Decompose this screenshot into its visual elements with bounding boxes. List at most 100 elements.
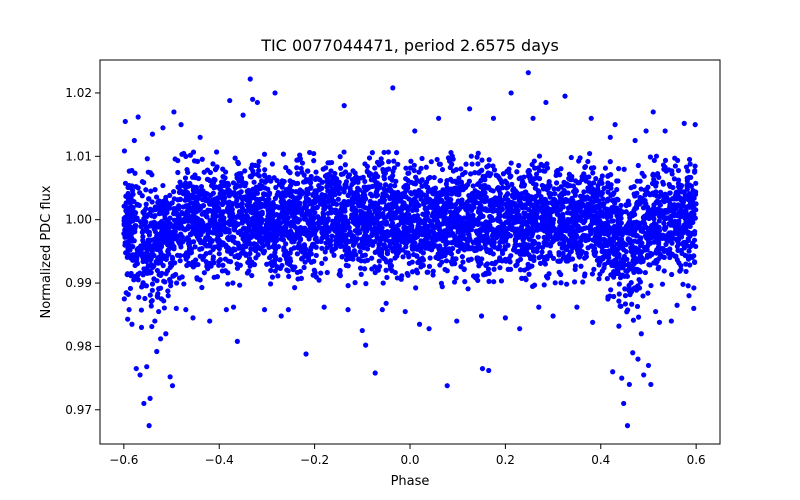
data-point <box>675 237 682 243</box>
data-point <box>187 152 194 158</box>
data-point <box>168 283 174 289</box>
data-point <box>392 255 398 261</box>
data-point <box>582 164 588 170</box>
data-point <box>385 149 391 155</box>
data-point <box>674 243 680 250</box>
data-point <box>683 261 689 267</box>
data-point <box>266 220 272 226</box>
data-point <box>152 228 158 235</box>
data-point <box>204 191 211 197</box>
data-point <box>507 259 513 265</box>
data-point <box>684 229 691 235</box>
data-point <box>331 207 337 213</box>
data-point <box>474 154 480 160</box>
data-point <box>295 276 301 282</box>
data-point <box>196 237 203 243</box>
data-point <box>500 185 506 191</box>
data-point <box>197 253 203 259</box>
data-point <box>607 159 613 165</box>
data-point <box>466 231 472 237</box>
data-point <box>559 196 565 202</box>
data-point <box>319 260 325 266</box>
data-point <box>347 255 353 262</box>
data-point <box>399 233 405 239</box>
data-point <box>155 224 161 230</box>
data-point <box>581 255 588 261</box>
data-point <box>434 156 440 163</box>
data-point <box>571 188 577 195</box>
data-point <box>675 167 682 174</box>
data-point <box>359 239 365 245</box>
data-point <box>622 301 629 307</box>
data-point <box>451 279 458 285</box>
data-point <box>569 195 575 201</box>
data-point <box>583 178 589 184</box>
data-point <box>142 295 148 302</box>
data-point <box>311 221 317 227</box>
data-point <box>207 242 213 249</box>
data-point <box>151 244 158 250</box>
data-point <box>655 266 661 272</box>
data-point <box>610 205 617 211</box>
data-point <box>479 167 485 173</box>
data-point <box>637 237 643 243</box>
data-point <box>645 290 651 296</box>
data-point <box>527 254 534 260</box>
data-point <box>356 256 362 263</box>
data-point <box>372 238 378 245</box>
data-point <box>354 236 361 242</box>
data-point <box>463 161 469 167</box>
data-point <box>462 279 468 285</box>
data-point <box>129 235 135 241</box>
data-point <box>127 253 134 259</box>
data-point <box>474 194 481 200</box>
data-point <box>251 204 257 210</box>
data-point <box>381 174 387 180</box>
data-point <box>611 197 617 203</box>
data-point <box>637 195 643 201</box>
data-point <box>362 252 368 258</box>
data-point <box>593 236 599 242</box>
data-point <box>357 175 363 181</box>
data-point <box>525 201 531 207</box>
data-point <box>177 179 183 185</box>
data-point <box>414 207 420 213</box>
data-point <box>597 208 603 215</box>
data-point <box>149 248 155 254</box>
data-point <box>450 221 456 227</box>
data-point <box>673 190 679 196</box>
data-point <box>214 274 221 280</box>
data-point <box>634 303 641 310</box>
data-point <box>568 154 574 161</box>
data-point <box>362 258 368 264</box>
data-point <box>677 228 683 235</box>
data-point <box>524 227 530 233</box>
data-point <box>398 276 404 282</box>
data-point <box>199 246 205 252</box>
data-point <box>225 182 232 188</box>
data-point <box>622 293 629 299</box>
data-point <box>218 242 224 248</box>
data-point <box>641 244 648 251</box>
data-point <box>669 220 675 226</box>
data-point <box>353 174 359 180</box>
data-point <box>335 187 341 193</box>
data-point <box>376 162 382 168</box>
data-point <box>262 179 268 185</box>
data-point <box>443 233 449 240</box>
data-point <box>299 160 306 166</box>
data-point <box>687 204 693 210</box>
data-point <box>325 210 331 217</box>
data-point <box>530 202 536 208</box>
data-point <box>626 287 632 294</box>
data-point <box>535 244 541 250</box>
data-point <box>182 197 188 203</box>
data-point <box>311 150 317 157</box>
data-point <box>237 228 244 234</box>
data-point <box>308 246 314 253</box>
data-point <box>650 171 656 177</box>
data-point <box>464 222 470 229</box>
data-point <box>474 273 480 279</box>
data-point <box>567 241 573 247</box>
data-point <box>685 283 691 289</box>
